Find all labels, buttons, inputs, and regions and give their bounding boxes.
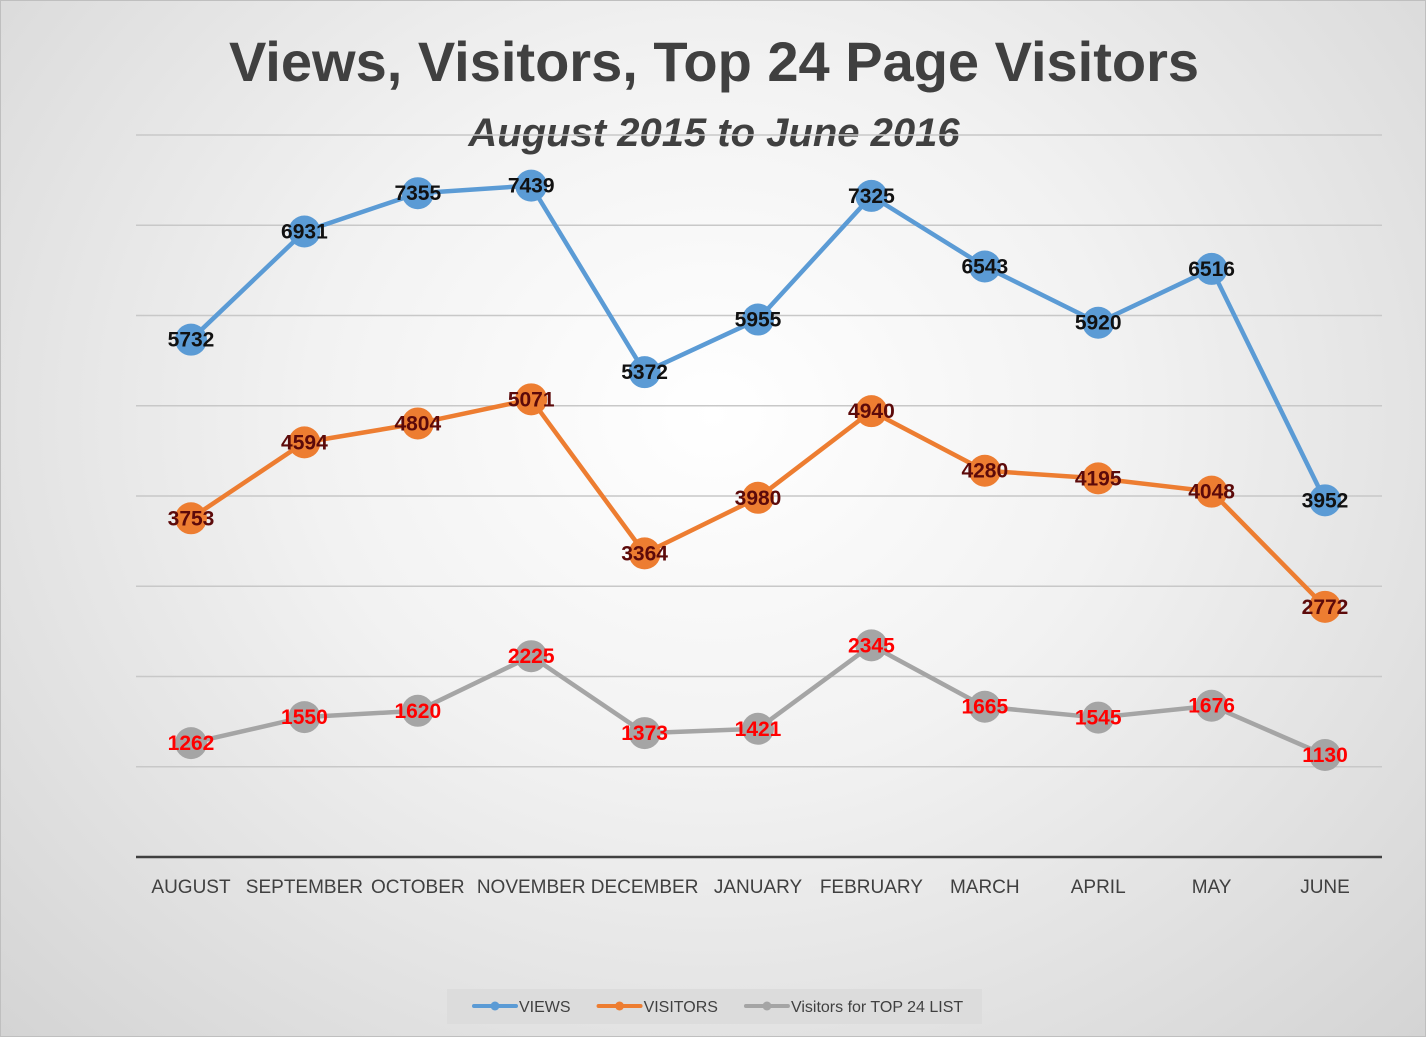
data-label: 1550	[281, 706, 328, 729]
legend	[447, 989, 982, 1024]
data-label: 1676	[1188, 695, 1235, 718]
data-point	[1082, 462, 1115, 495]
data-label: 5920	[1075, 312, 1122, 335]
data-point	[1195, 475, 1228, 508]
data-label: 7325	[848, 185, 895, 208]
data-point	[742, 712, 774, 745]
data-point	[288, 426, 321, 459]
data-point	[175, 727, 207, 760]
legend-label-0: VIEWS	[519, 999, 571, 1016]
data-label: 1421	[735, 718, 782, 741]
data-point	[1309, 739, 1341, 772]
data-label: 4594	[281, 431, 328, 454]
data-label: 4280	[961, 460, 1008, 483]
x-tick-label: MARCH	[950, 877, 1020, 898]
data-label: 4804	[394, 412, 441, 435]
data-label: 5071	[508, 388, 555, 411]
series-line	[189, 183, 1328, 502]
data-point	[515, 169, 548, 202]
data-label: 7355	[394, 182, 441, 205]
data-point	[515, 640, 548, 673]
data-label: 1130	[1302, 744, 1348, 767]
data-point	[855, 179, 888, 212]
data-point	[1195, 252, 1228, 285]
data-point	[742, 303, 774, 336]
data-label: 1373	[621, 722, 668, 745]
data-point	[1082, 701, 1115, 734]
data-point	[628, 537, 661, 570]
series-2: 1262 1550 1620 2225 1373 1421 2345 1665 1545 1676…	[168, 629, 1348, 772]
x-tick-label: JANUARY	[714, 877, 803, 898]
data-label: 4195	[1075, 467, 1122, 490]
data-label: 5955	[735, 309, 782, 332]
data-point	[175, 502, 207, 535]
legend-marker-1	[615, 1001, 625, 1011]
data-label: 2225	[508, 645, 555, 668]
data-point	[175, 323, 207, 356]
data-point	[968, 250, 1001, 283]
data-point	[401, 407, 434, 440]
data-label: 1545	[1075, 707, 1122, 730]
data-label: 2772	[1302, 596, 1349, 619]
x-tick-label: MAY	[1192, 877, 1232, 898]
data-point	[1309, 590, 1341, 623]
data-point	[628, 717, 661, 750]
x-tick-label: APRIL	[1071, 877, 1126, 898]
data-point	[288, 215, 321, 248]
legend-marker-2	[762, 1001, 772, 1011]
data-label: 5372	[621, 361, 668, 384]
data-label: 4048	[1188, 481, 1235, 504]
data-point	[1082, 306, 1115, 339]
series-0: 5732 6931 7355 7439 5372 5955 7325 6543 5920 6516…	[168, 169, 1349, 517]
data-point	[855, 629, 888, 662]
legend-label-2: Visitors for TOP 24 LIST	[791, 999, 963, 1016]
data-point	[401, 694, 434, 727]
data-point	[628, 356, 661, 389]
data-label: 1620	[394, 700, 441, 723]
data-point	[855, 395, 888, 428]
x-tick-label: AUGUST	[151, 877, 231, 898]
legend-marker-0	[490, 1001, 500, 1011]
data-label: 7439	[508, 175, 555, 198]
legend-label-1: VISITORS	[644, 999, 718, 1016]
x-tick-label: SEPTEMBER	[246, 877, 363, 898]
x-tick-label: JUNE	[1300, 877, 1350, 898]
data-label: 4940	[848, 400, 895, 423]
chart-subtitle: August 2015 to June 2016	[467, 111, 960, 155]
data-label: 3952	[1302, 489, 1349, 512]
data-point	[968, 454, 1001, 487]
x-tick-label: OCTOBER	[371, 877, 465, 898]
data-label: 6543	[961, 255, 1008, 278]
data-label: 3364	[621, 542, 668, 565]
data-point	[515, 383, 548, 416]
data-label: 6931	[281, 220, 328, 243]
data-point	[742, 481, 774, 514]
chart-title: Views, Visitors, Top 24 Page Visitors	[229, 30, 1199, 93]
x-tick-label: DECEMBER	[591, 877, 699, 898]
data-point	[288, 701, 321, 734]
data-label: 3980	[735, 487, 782, 510]
data-point	[968, 690, 1001, 723]
data-point	[401, 177, 434, 210]
x-tick-label: NOVEMBER	[477, 877, 586, 898]
x-tick-label: FEBRUARY	[820, 877, 923, 898]
data-label: 6516	[1188, 258, 1235, 281]
data-label: 1262	[168, 732, 215, 755]
data-label: 5732	[168, 329, 215, 352]
series-1: 3753 4594 4804 5071 3364 3980 4940 4280 4195 4048…	[168, 383, 1349, 623]
data-label: 2345	[848, 634, 895, 657]
data-label: 3753	[168, 507, 215, 530]
data-point	[1309, 484, 1341, 517]
data-point	[1195, 689, 1228, 722]
data-label: 1665	[961, 696, 1008, 719]
